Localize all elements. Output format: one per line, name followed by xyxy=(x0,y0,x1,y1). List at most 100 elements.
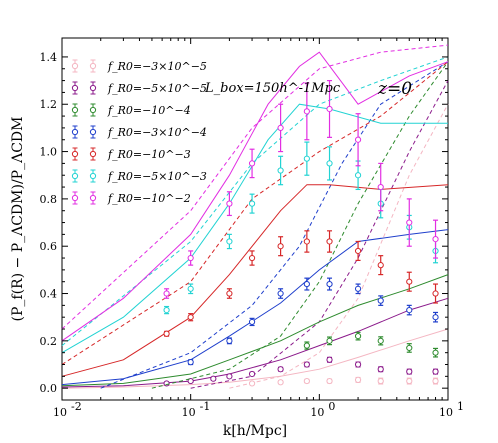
legend-marker xyxy=(71,128,79,136)
y-axis-ticks: 0.0 0.2 0.4 0.6 0.8 1.0 1.2 1.4 xyxy=(40,51,448,395)
data-point xyxy=(377,377,384,385)
y-tick-label: 0.8 xyxy=(40,193,58,206)
data-point xyxy=(277,379,284,386)
y-tick-label: 0.4 xyxy=(40,288,58,301)
data-point xyxy=(326,160,333,167)
legend-label: f_R0=−3×10^−5 xyxy=(107,60,207,73)
data-point xyxy=(432,236,439,243)
data-point xyxy=(248,380,256,387)
data-point xyxy=(187,377,194,385)
series-1 xyxy=(61,103,449,389)
series-solid-line xyxy=(61,274,449,387)
data-point xyxy=(163,306,170,314)
data-point xyxy=(226,337,233,344)
data-point xyxy=(354,361,362,368)
data-point xyxy=(187,359,194,366)
y-axis-label: (P_f(R) − P_ΛCDM)/P_ΛCDM xyxy=(10,117,26,322)
x-tick-label: 10 xyxy=(53,406,67,419)
series-4 xyxy=(61,61,449,389)
data-point xyxy=(406,278,413,285)
data-point xyxy=(354,333,362,340)
data-point xyxy=(303,342,310,349)
data-point xyxy=(248,160,256,167)
data-point xyxy=(326,280,333,288)
data-point xyxy=(432,377,439,385)
data-point xyxy=(406,344,413,352)
data-point xyxy=(248,200,256,207)
x-tick-label: 10 xyxy=(439,406,453,419)
series-dashed-line xyxy=(100,61,449,389)
series-solid-line xyxy=(61,184,449,377)
series-solid-line xyxy=(61,51,449,342)
series-solid-line xyxy=(61,297,449,388)
data-point xyxy=(432,368,439,375)
data-point xyxy=(406,219,413,226)
x-tick-exponent: -2 xyxy=(71,400,82,413)
data-point xyxy=(354,247,362,255)
data-point xyxy=(187,285,194,292)
data-point xyxy=(163,290,170,297)
data-point xyxy=(187,254,194,262)
legend-label: f_R0=−5×10^−3 xyxy=(107,170,207,183)
data-point xyxy=(226,373,233,380)
legend-marker xyxy=(71,194,79,202)
data-point xyxy=(303,280,310,288)
data-point xyxy=(303,108,310,115)
legend-marker xyxy=(71,62,79,70)
data-point xyxy=(277,167,284,174)
data-point xyxy=(277,243,284,250)
data-point xyxy=(326,377,333,385)
series-layer xyxy=(61,44,449,389)
x-tick-exponent: 1 xyxy=(457,400,464,413)
series-5 xyxy=(61,61,449,377)
data-point xyxy=(248,370,256,378)
data-point xyxy=(303,361,310,368)
data-point xyxy=(326,337,333,344)
plot-frame xyxy=(61,37,449,401)
series-dashed-line xyxy=(61,44,449,330)
x-tick-label: 10 xyxy=(310,406,324,419)
data-point xyxy=(303,155,310,162)
series-dashed-line xyxy=(61,56,449,346)
legend: f_R0=−3×10^−5 f_R0=−5×10^−5 f_R0=−10^−4 f_R… xyxy=(71,59,207,205)
data-point xyxy=(163,380,170,387)
data-point xyxy=(432,314,439,321)
data-point xyxy=(432,290,439,297)
series-dashed-line xyxy=(151,61,449,389)
series-dashed-line xyxy=(190,80,449,389)
legend-label: f_R0=−5×10^−5 xyxy=(107,82,207,95)
y-tick-label: 0.2 xyxy=(40,335,58,348)
box-size-annotation: L_box=150h^-1Mpc xyxy=(204,81,341,96)
x-tick-label: 10 xyxy=(182,406,196,419)
data-point xyxy=(163,330,170,337)
redshift-annotation: z=0 xyxy=(377,79,412,99)
legend-label: f_R0=−10^−2 xyxy=(107,192,191,205)
data-point xyxy=(377,183,384,191)
legend-label: f_R0=−3×10^−4 xyxy=(107,126,207,139)
series-7 xyxy=(61,44,449,342)
series-3 xyxy=(61,61,449,389)
data-point xyxy=(226,200,233,207)
series-dashed-line xyxy=(229,103,449,389)
data-point xyxy=(226,290,233,297)
data-point xyxy=(377,262,384,269)
data-point xyxy=(377,297,384,304)
legend-marker xyxy=(71,172,79,180)
x-tick-exponent: 0 xyxy=(328,400,335,413)
y-tick-label: 1.0 xyxy=(40,146,58,159)
legend-marker xyxy=(71,84,79,92)
data-point xyxy=(303,238,310,245)
data-point xyxy=(303,377,310,385)
data-point xyxy=(277,366,284,373)
y-tick-label: 0.0 xyxy=(40,382,58,395)
data-point xyxy=(406,377,413,385)
data-point xyxy=(377,366,384,373)
data-point xyxy=(326,356,333,363)
series-solid-line xyxy=(61,229,449,386)
y-tick-label: 0.6 xyxy=(40,240,58,253)
data-point xyxy=(248,254,256,262)
series-dashed-line xyxy=(61,61,449,365)
x-axis-label: k[h/Mpc] xyxy=(223,423,287,439)
